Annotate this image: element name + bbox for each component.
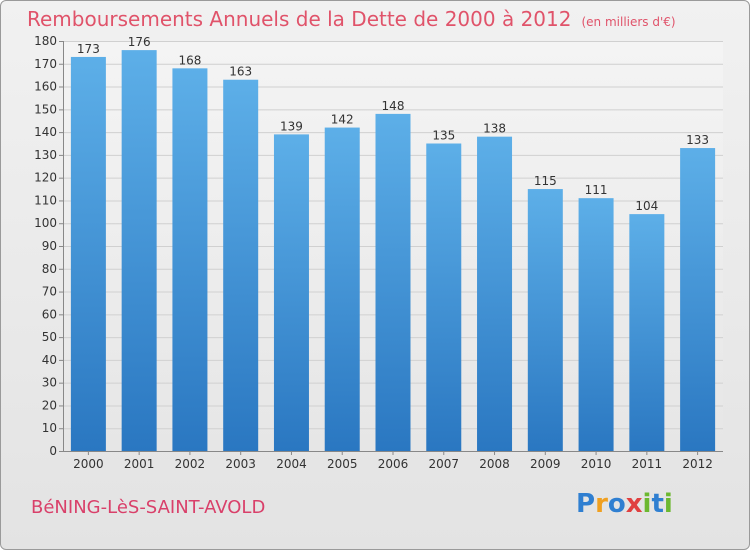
y-tick-label: 150 <box>34 102 57 116</box>
bar-2000 <box>70 56 106 451</box>
chart-title: Remboursements Annuels de la Dette de 20… <box>27 7 676 31</box>
value-label: 115 <box>534 174 557 188</box>
bar-2007 <box>426 143 462 451</box>
x-tick-label: 2012 <box>682 457 713 471</box>
commune-name: BéNING-LèS-SAINT-AVOLD <box>31 497 266 518</box>
x-tick-label: 2004 <box>276 457 307 471</box>
value-label: 148 <box>382 99 405 113</box>
y-tick-label: 40 <box>42 353 57 367</box>
y-tick-label: 0 <box>49 444 57 458</box>
value-label: 135 <box>432 129 455 143</box>
value-label: 176 <box>128 35 151 49</box>
value-label: 142 <box>331 113 354 127</box>
logo-letter: o <box>607 489 626 519</box>
y-tick-label: 140 <box>34 125 57 139</box>
value-label: 111 <box>585 183 608 197</box>
value-label: 104 <box>635 199 658 213</box>
y-tick-label: 70 <box>42 285 57 299</box>
y-tick-label: 130 <box>34 148 57 162</box>
proxiti-logo: Proxiti <box>576 489 673 519</box>
x-tick-label: 2010 <box>581 457 612 471</box>
bar-2003 <box>223 79 259 451</box>
y-tick-label: 100 <box>34 216 57 230</box>
logo-letter: P <box>576 489 596 519</box>
bar-2010 <box>578 198 614 451</box>
logo-letter: x <box>625 489 643 519</box>
y-tick-label: 110 <box>34 193 57 207</box>
y-tick-label: 180 <box>34 34 57 48</box>
logo-letter: i <box>663 489 673 519</box>
y-tick-label: 50 <box>42 330 57 344</box>
logo-letter: r <box>595 489 608 519</box>
y-tick-label: 10 <box>42 421 57 435</box>
bar-2012 <box>680 148 716 452</box>
x-tick-label: 2009 <box>530 457 561 471</box>
y-tick-label: 60 <box>42 307 57 321</box>
bar-2004 <box>273 134 309 451</box>
bar-2002 <box>172 68 208 451</box>
x-tick-label: 2000 <box>73 457 104 471</box>
bar-2009 <box>527 189 563 452</box>
bar-2006 <box>375 113 411 451</box>
y-tick-label: 170 <box>34 57 57 71</box>
value-label: 173 <box>77 42 100 56</box>
bar-2011 <box>629 214 665 451</box>
chart-title-text: Remboursements Annuels de la Dette de 20… <box>27 7 572 31</box>
x-tick-label: 2001 <box>124 457 155 471</box>
value-label: 138 <box>483 122 506 136</box>
x-tick-label: 2005 <box>327 457 358 471</box>
bar-2001 <box>121 50 157 451</box>
value-label: 168 <box>178 53 201 67</box>
value-label: 133 <box>686 133 709 147</box>
logo-letter: i <box>642 489 652 519</box>
x-tick-label: 2006 <box>378 457 409 471</box>
x-tick-label: 2007 <box>428 457 459 471</box>
x-tick-label: 2003 <box>225 457 256 471</box>
bar-2005 <box>324 127 360 452</box>
y-tick-label: 80 <box>42 262 57 276</box>
y-tick-label: 90 <box>42 239 57 253</box>
x-tick-label: 2008 <box>479 457 510 471</box>
x-tick-label: 2011 <box>632 457 663 471</box>
value-label: 139 <box>280 119 303 133</box>
logo-letter: t <box>651 489 664 519</box>
y-tick-label: 30 <box>42 376 57 390</box>
y-tick-label: 20 <box>42 398 57 412</box>
y-tick-label: 120 <box>34 171 57 185</box>
x-tick-label: 2002 <box>175 457 206 471</box>
chart-unit: (en milliers d'€) <box>581 15 676 29</box>
bar-2008 <box>477 136 513 451</box>
value-label: 163 <box>229 65 252 79</box>
y-tick-label: 160 <box>34 80 57 94</box>
